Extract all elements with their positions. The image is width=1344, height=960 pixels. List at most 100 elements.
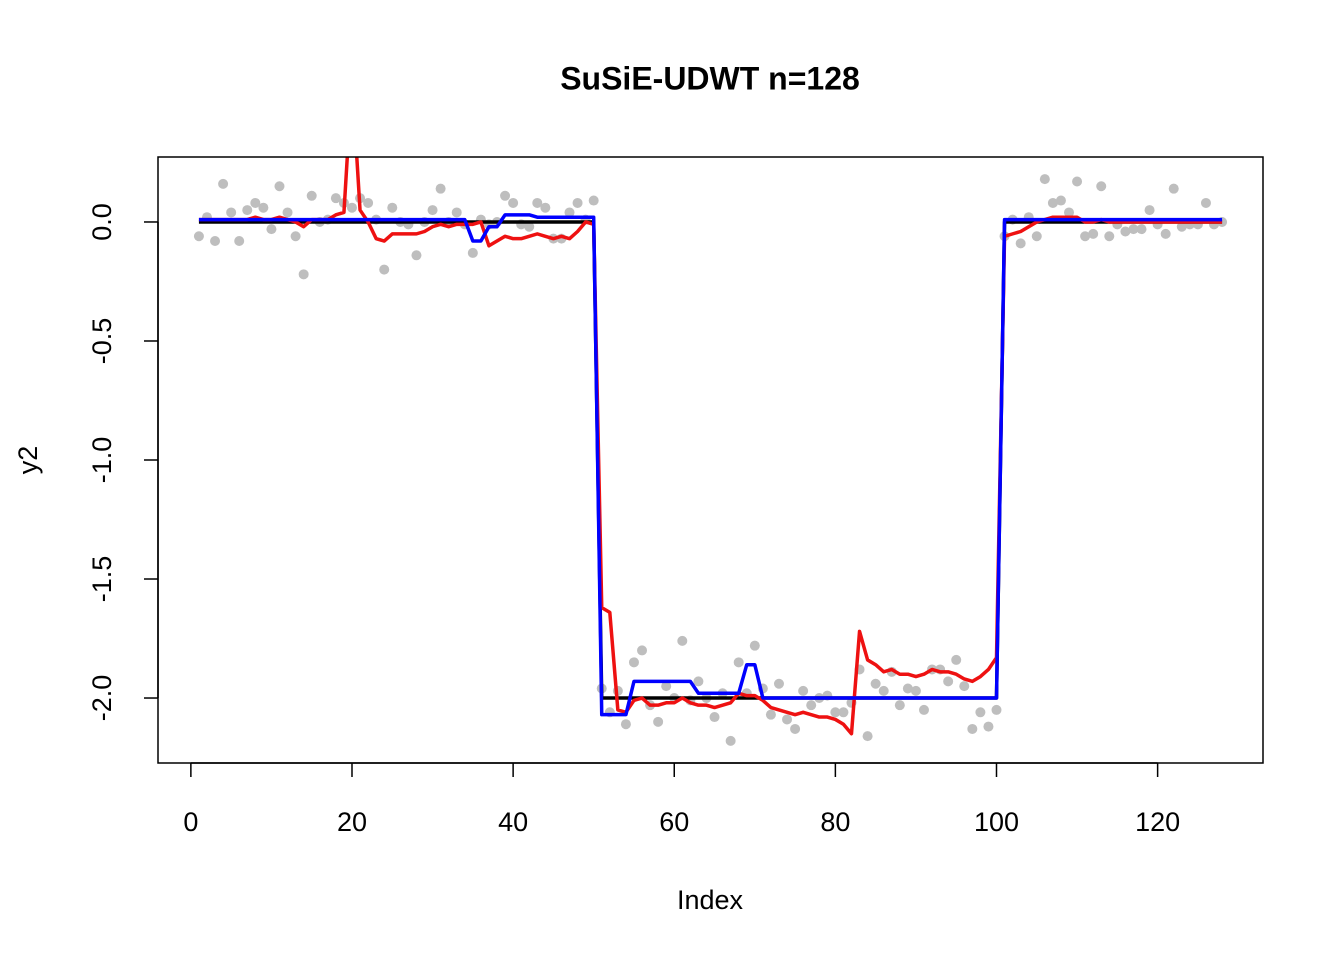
- data-point: [346, 202, 357, 213]
- data-point: [1200, 197, 1211, 208]
- y-tick-label: -2.0: [87, 675, 117, 722]
- data-point: [733, 657, 744, 668]
- data-point: [1031, 231, 1042, 242]
- data-point: [790, 723, 801, 734]
- data-point: [500, 190, 511, 201]
- data-point: [918, 704, 929, 715]
- x-tick-label: 100: [974, 807, 1019, 837]
- data-point: [1168, 183, 1179, 194]
- data-point: [806, 700, 817, 711]
- data-point: [709, 712, 720, 723]
- data-point: [983, 721, 994, 732]
- data-point: [830, 707, 841, 718]
- data-point: [508, 197, 519, 208]
- data-point: [242, 205, 253, 216]
- data-point: [258, 202, 269, 213]
- data-point: [967, 723, 978, 734]
- data-point: [282, 207, 293, 218]
- x-tick-label: 120: [1135, 807, 1180, 837]
- data-point: [524, 221, 535, 232]
- data-point: [226, 207, 237, 218]
- data-point: [435, 183, 446, 194]
- data-point: [798, 685, 809, 696]
- data-point: [1088, 228, 1099, 239]
- data-point: [951, 654, 962, 665]
- plot-area: [193, 157, 1228, 746]
- data-point: [1072, 176, 1083, 187]
- x-tick-label: 80: [820, 807, 850, 837]
- y-tick-label: -1.0: [87, 437, 117, 484]
- x-axis-label: Index: [677, 885, 744, 915]
- data-point: [250, 197, 261, 208]
- data-point: [1144, 205, 1155, 216]
- data-point: [1104, 231, 1115, 242]
- data-point: [894, 700, 905, 711]
- data-point: [330, 193, 341, 204]
- data-point: [218, 178, 229, 189]
- data-point: [1096, 181, 1107, 192]
- x-tick-label: 40: [498, 807, 528, 837]
- data-point: [1055, 195, 1066, 206]
- data-point: [749, 640, 760, 651]
- data-point: [902, 683, 913, 694]
- data-point: [878, 685, 889, 696]
- data-point: [193, 231, 204, 242]
- data-point: [1128, 224, 1139, 235]
- data-point: [411, 250, 422, 261]
- data-point: [540, 202, 551, 213]
- data-point: [427, 205, 438, 216]
- data-point: [637, 645, 648, 656]
- data-point: [943, 676, 954, 687]
- data-point: [653, 716, 664, 727]
- data-point: [564, 207, 575, 218]
- data-point: [1160, 228, 1171, 239]
- data-point: [991, 704, 1002, 715]
- data-point: [1064, 207, 1075, 218]
- data-point: [1080, 231, 1091, 242]
- data-point: [298, 269, 309, 280]
- data-point: [870, 678, 881, 689]
- y-tick-label: -1.5: [87, 556, 117, 603]
- data-point: [959, 681, 970, 692]
- data-point: [677, 635, 688, 646]
- data-point: [1015, 238, 1026, 249]
- data-point: [725, 735, 736, 746]
- data-point: [1039, 174, 1050, 185]
- data-point: [910, 685, 921, 696]
- data-point: [266, 224, 277, 235]
- data-point: [290, 231, 301, 242]
- x-tick-label: 20: [337, 807, 367, 837]
- data-point: [1136, 224, 1147, 235]
- series-line: [198, 213, 1223, 717]
- data-point: [1047, 197, 1058, 208]
- data-point: [306, 190, 317, 201]
- y-axis-label: y2: [13, 446, 43, 475]
- data-point: [234, 236, 245, 247]
- data-point: [765, 709, 776, 720]
- data-point: [588, 195, 599, 206]
- x-tick-label: 0: [183, 807, 198, 837]
- data-point: [572, 197, 583, 208]
- data-point: [693, 676, 704, 687]
- y-tick-label: -0.5: [87, 318, 117, 365]
- x-tick-label: 60: [659, 807, 689, 837]
- data-point: [532, 197, 543, 208]
- data-point: [363, 197, 374, 208]
- data-point: [210, 236, 221, 247]
- data-point: [661, 681, 672, 692]
- data-point: [782, 714, 793, 725]
- y-tick-label: 0.0: [87, 203, 117, 241]
- data-point: [773, 678, 784, 689]
- data-point: [379, 264, 390, 275]
- data-point: [387, 202, 398, 213]
- data-point: [620, 719, 631, 730]
- data-point: [975, 707, 986, 718]
- data-point: [862, 731, 873, 742]
- data-point: [274, 181, 285, 192]
- chart-title: SuSiE-UDWT n=128: [560, 60, 860, 96]
- data-point: [838, 707, 849, 718]
- data-point: [451, 207, 462, 218]
- data-point: [467, 247, 478, 258]
